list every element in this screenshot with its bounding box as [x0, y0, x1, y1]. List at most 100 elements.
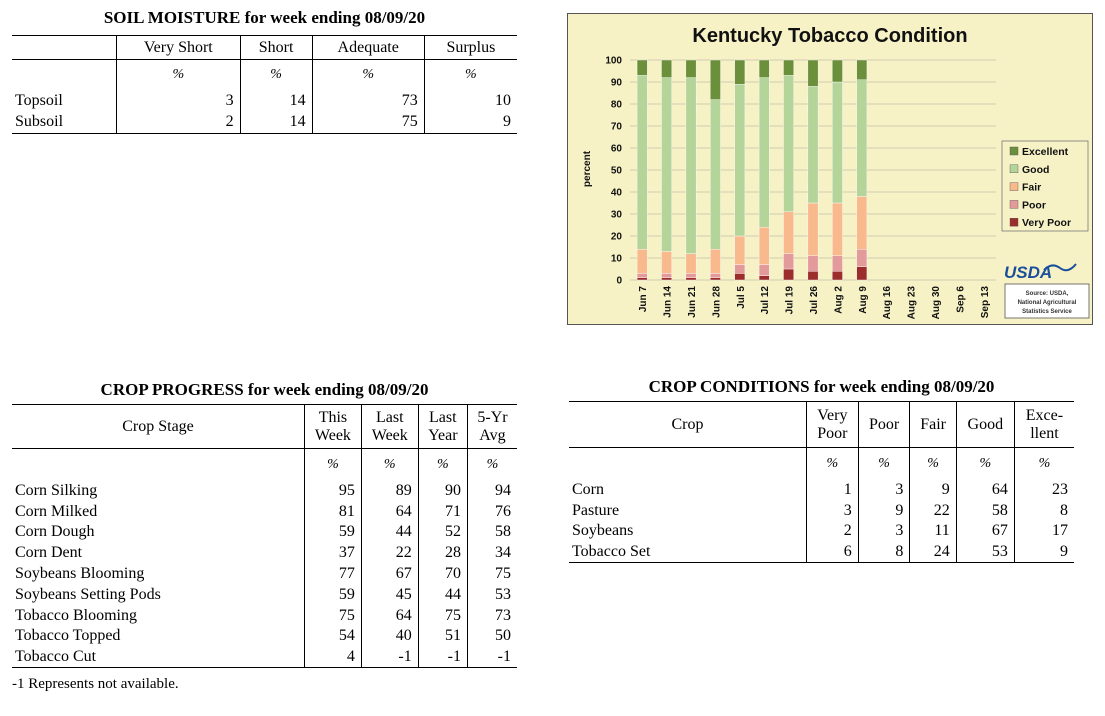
- progress-header-this-week: This Week: [304, 404, 362, 449]
- footnote: -1 Represents not available.: [12, 676, 179, 692]
- cell-value: 95: [304, 480, 362, 502]
- soil-header-short: Short: [239, 35, 313, 60]
- cell-value: 22: [909, 500, 957, 522]
- conditions-unit: %: [857, 447, 910, 480]
- bar-segment-excellent: [856, 59, 868, 80]
- cell-value: 2: [116, 111, 241, 134]
- y-tick-label: 0: [616, 276, 622, 287]
- cell-value: 3: [857, 521, 910, 542]
- bar-segment-very-poor: [783, 268, 794, 281]
- table-row: Soybeans 2 3 11 67 17: [569, 521, 1074, 542]
- chart-legend: Excellent Good Fair Poor Very Poor: [1001, 140, 1089, 232]
- conditions-body: Corn 1 3 9 64 23 Pasture 3 9 22 58 8 Soybeans 2 3 11 67 1…: [569, 479, 1074, 564]
- cell-value: 67: [360, 563, 419, 585]
- soil-moisture-title: SOIL MOISTURE for week ending 08/09/20: [103, 8, 426, 27]
- bar-segment-fair: [710, 248, 721, 274]
- progress-unit: %: [304, 448, 362, 481]
- cell-value: 3: [857, 479, 910, 501]
- cell-value: 59: [304, 584, 362, 606]
- progress-header-crop-stage: Crop Stage: [12, 404, 305, 449]
- table-row: Tobacco Cut 4 -1 -1 -1: [12, 646, 517, 669]
- bar-segment-very-poor: [685, 277, 697, 281]
- cell-value: 8: [857, 541, 910, 564]
- progress-body: Corn Silking 95 89 90 94 Corn Milked 81 64 71 76 C…: [12, 480, 517, 669]
- chart-bars: [636, 59, 868, 281]
- row-label: Corn Dent: [15, 544, 83, 562]
- bar-segment-poor: [636, 273, 648, 278]
- x-tick-label: Jun 21: [687, 286, 698, 318]
- cell-value: 81: [304, 501, 362, 523]
- row-label: Tobacco Set: [569, 541, 807, 564]
- cell-value: 58: [955, 500, 1015, 522]
- legend-swatch: [1009, 217, 1019, 227]
- cell-value: 8: [1013, 500, 1074, 522]
- cell-value: 77: [304, 563, 362, 585]
- cell-value: 10: [423, 89, 517, 112]
- x-tick-label: Aug 2: [833, 286, 844, 314]
- cell-value: 9: [1013, 541, 1074, 564]
- cell-value: 70: [417, 563, 468, 585]
- cell-value: 3: [806, 500, 859, 522]
- cell-value: 14: [239, 111, 313, 134]
- cell-value: 2: [806, 521, 859, 542]
- source-line: National Agricultural: [1018, 300, 1077, 306]
- conditions-header-crop: Crop: [569, 401, 807, 448]
- table-row: Corn Dent 37 22 28 34: [12, 542, 517, 564]
- cell-value: 37: [304, 542, 362, 564]
- chart-y-axis-label: percent: [582, 150, 593, 187]
- x-tick-label: Jul 19: [785, 286, 796, 315]
- bar-segment-very-poor: [807, 271, 819, 281]
- cell-value: 28: [417, 542, 468, 564]
- progress-header-5yr-avg: 5-Yr Avg: [466, 404, 517, 449]
- bar-segment-good: [856, 79, 868, 197]
- cell-value: 50: [466, 626, 517, 647]
- bar-segment-fair: [734, 235, 746, 265]
- conditions-unit: %: [909, 447, 957, 480]
- soil-unit: %: [423, 59, 517, 90]
- cell-value: 34: [466, 542, 517, 564]
- row-label: Corn Silking: [15, 481, 98, 499]
- x-tick-label: Aug 16: [882, 286, 893, 320]
- conditions-header-poor: Poor: [857, 401, 910, 448]
- bar-segment-very-poor: [661, 277, 672, 281]
- cell-value: 9: [857, 500, 910, 522]
- bar-segment-very-poor: [636, 277, 648, 281]
- table-row: Topsoil 3 14 73 10: [12, 89, 517, 112]
- row-label: Tobacco Blooming: [15, 606, 137, 624]
- source-box: [1004, 283, 1090, 319]
- cell-value: -1: [360, 646, 419, 669]
- cell-value: 44: [417, 584, 468, 606]
- soil-header-surplus: Surplus: [423, 35, 517, 60]
- row-label: Soybeans Setting Pods: [15, 585, 161, 603]
- row-label: Corn: [572, 480, 604, 498]
- x-tick-label: Jun 14: [663, 286, 674, 318]
- y-tick-label: 70: [611, 122, 623, 133]
- cell-value: 75: [417, 605, 468, 627]
- cell-value: 73: [311, 89, 425, 112]
- conditions-header-very-poor: Very Poor: [806, 401, 859, 448]
- bar-segment-good: [832, 81, 843, 204]
- row-label: Soybeans Blooming: [15, 565, 145, 583]
- crop-conditions-title: CROP CONDITIONS for week ending 08/09/20: [648, 377, 995, 396]
- y-tick-label: 100: [605, 56, 622, 67]
- cell-value: 59: [304, 522, 362, 543]
- soil-moisture-table: Very Short Short Adequate Surplus % % % …: [12, 35, 517, 134]
- bar-segment-fair: [636, 248, 648, 274]
- cell-value: 53: [466, 584, 517, 606]
- cell-value: 73: [466, 605, 517, 627]
- cell-value: 45: [360, 584, 419, 606]
- table-row: Soybeans Blooming 77 67 70 75: [12, 563, 517, 585]
- row-label: Subsoil: [12, 111, 117, 134]
- soil-unit: %: [239, 59, 313, 90]
- bar-segment-good: [734, 83, 746, 237]
- bar-segment-poor: [661, 273, 672, 278]
- row-label: Pasture: [572, 501, 620, 519]
- table-row: Tobacco Topped 54 40 51 50: [12, 626, 517, 647]
- progress-unit: %: [360, 448, 419, 481]
- source-line: Statistics Service: [1022, 309, 1072, 315]
- soil-unit: %: [311, 59, 425, 90]
- x-tick-label: Jun 7: [638, 286, 649, 313]
- bar-segment-fair: [856, 196, 868, 250]
- row-label: Soybeans: [572, 522, 634, 540]
- table-row: Corn Milked 81 64 71 76: [12, 501, 517, 523]
